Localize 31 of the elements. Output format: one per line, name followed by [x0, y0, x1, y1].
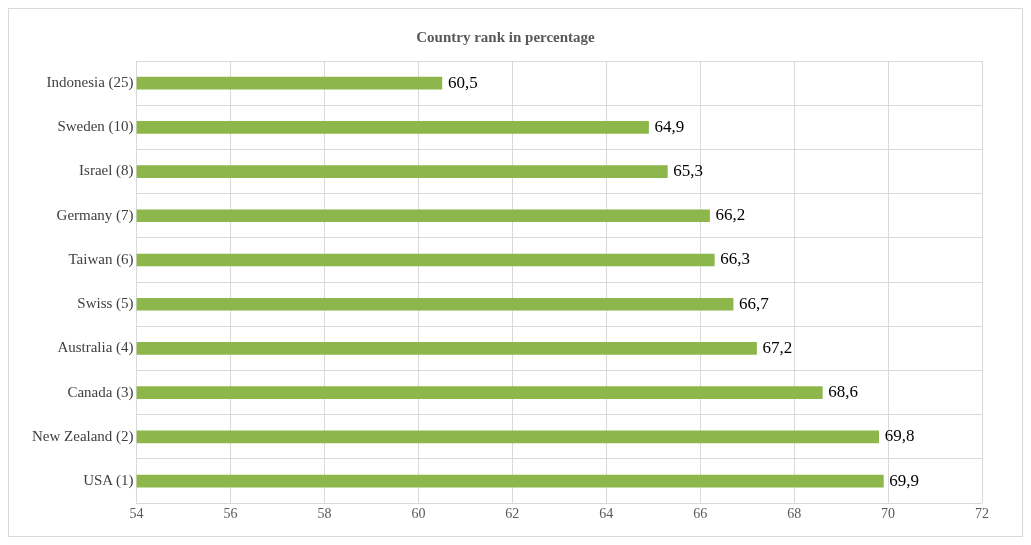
y-tick-label: Swiss (5): [77, 295, 134, 313]
y-tick-label: Sweden (10): [57, 118, 134, 136]
x-tick-label: 62: [505, 506, 520, 522]
data-label: 67,2: [762, 337, 793, 357]
x-tick-label: 66: [693, 506, 708, 522]
y-tick-label: Australia (4): [57, 339, 134, 357]
data-label: 66,2: [715, 205, 746, 225]
data-label: 68,6: [828, 382, 859, 402]
data-label: 64,9: [654, 116, 685, 136]
x-tick-label: 56: [223, 506, 238, 522]
y-tick-label: Israel (8): [79, 162, 134, 180]
y-tick-label: Taiwan (6): [68, 250, 134, 268]
y-tick-label: USA (1): [83, 472, 134, 490]
x-tick-label: 60: [411, 506, 426, 522]
x-tick-label: 72: [975, 506, 989, 522]
x-tick-label: 70: [881, 506, 896, 522]
data-label: 69,8: [884, 426, 915, 446]
y-tick-label: Indonesia (25): [46, 74, 134, 92]
data-label: 65,3: [673, 161, 704, 181]
y-tick-label: Canada (3): [67, 383, 134, 401]
data-label: 60,5: [447, 72, 478, 92]
x-tick-label: 54: [129, 506, 144, 522]
x-tick-label: 58: [317, 506, 332, 522]
data-label: 66,3: [720, 249, 751, 269]
x-tick-label: 68: [787, 506, 802, 522]
y-tick-label: Germany (7): [56, 206, 134, 224]
x-tick-label: 64: [599, 506, 614, 522]
chart-title: Country rank in percentage: [416, 28, 596, 45]
y-tick-label: New Zealand (2): [31, 427, 134, 445]
data-label: 66,7: [739, 293, 770, 313]
data-label: 69,9: [889, 470, 920, 490]
